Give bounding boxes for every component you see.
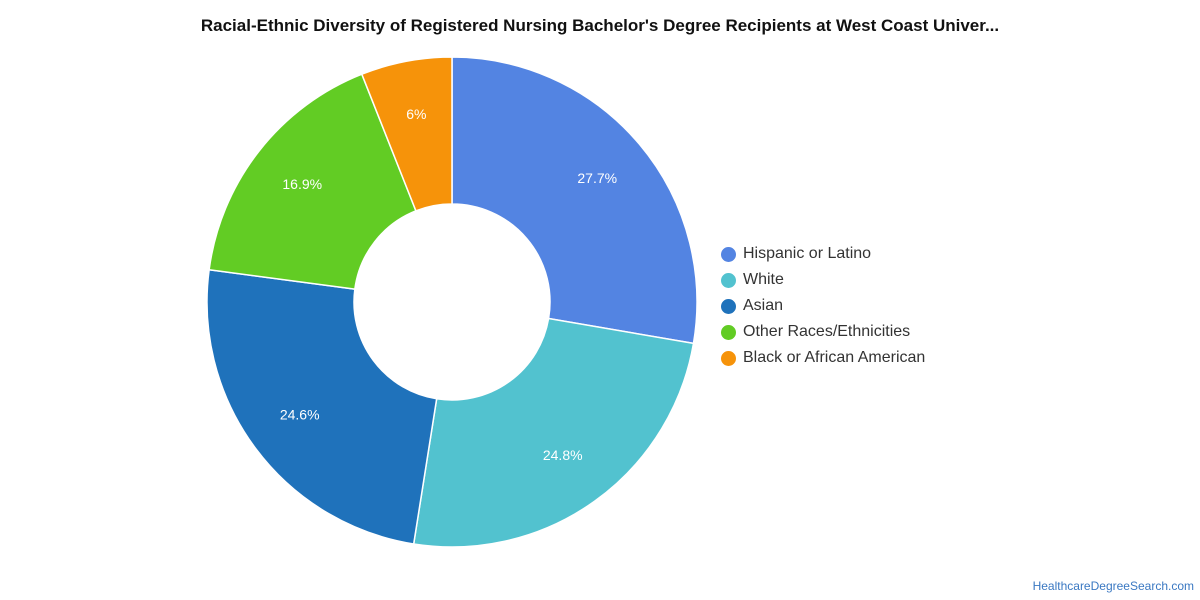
legend-label: Other Races/Ethnicities	[743, 323, 911, 340]
slice-white[interactable]	[412, 317, 695, 548]
chart-title: Racial-Ethnic Diversity of Registered Nu…	[200, 16, 1000, 35]
slice-label-other-races-ethnicities: 16.9%	[282, 176, 322, 192]
slice-black-or-african-american[interactable]	[360, 56, 453, 212]
legend-swatch	[721, 272, 736, 288]
slice-other-races-ethnicities[interactable]	[208, 73, 417, 290]
legend-item-white[interactable]: White	[721, 267, 925, 293]
legend-swatch	[721, 298, 736, 314]
slice-label-asian: 24.6%	[280, 406, 320, 422]
legend-swatch	[721, 350, 736, 366]
slice-label-white: 24.8%	[543, 447, 583, 463]
legend-label: Hispanic or Latino	[743, 245, 872, 262]
slice-hispanic-or-latino[interactable]	[451, 56, 698, 345]
legend-swatch	[721, 246, 736, 262]
legend-label: Asian	[743, 297, 784, 314]
slice-labels-group: 27.7% 24.8% 24.6% 16.9% 6%	[280, 106, 617, 463]
legend-label: Black or African American	[743, 349, 926, 366]
slice-label-black-or-african-american: 6%	[406, 106, 426, 122]
legend-item-black-or-african-american[interactable]: Black or African American	[721, 345, 925, 371]
legend-label: White	[743, 271, 784, 288]
legend-item-asian[interactable]: Asian	[721, 293, 925, 319]
slices-group	[206, 56, 698, 548]
legend: Hispanic or Latino White Asian Other Races/…	[721, 241, 925, 371]
source-link[interactable]: HealthcareDegreeSearch.com	[1032, 579, 1194, 593]
legend-item-hispanic-or-latino[interactable]: Hispanic or Latino	[721, 241, 925, 267]
legend-item-other-races-ethnicities[interactable]: Other Races/Ethnicities	[721, 319, 925, 345]
slice-label-hispanic-or-latino: 27.7%	[577, 170, 617, 186]
slice-asian[interactable]	[206, 268, 438, 545]
legend-swatch	[721, 324, 736, 340]
